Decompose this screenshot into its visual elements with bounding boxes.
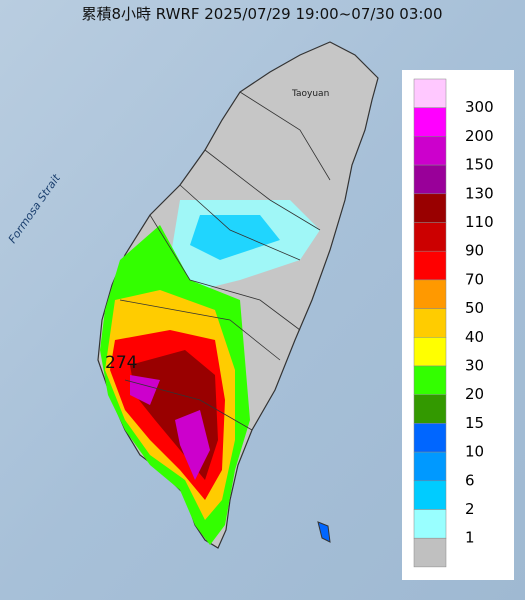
legend-label: 50 [465, 299, 484, 317]
legend-label: 110 [465, 213, 494, 231]
legend-swatch [413, 337, 447, 367]
legend-swatch [413, 78, 447, 108]
legend-label: 15 [465, 414, 484, 432]
legend-label: 6 [465, 471, 475, 489]
legend-swatch [413, 136, 447, 166]
legend-label: 130 [465, 184, 494, 202]
lanyu-island [317, 521, 331, 543]
legend-swatch [413, 164, 447, 195]
county-borders [119, 91, 331, 431]
legend-swatch [413, 308, 447, 338]
legend-swatch [413, 250, 447, 281]
legend-swatch [413, 107, 447, 137]
legend-label: 40 [465, 328, 484, 346]
legend-label: 30 [465, 357, 484, 375]
legend: 300 200 150 130 110 90 70 50 40 30 20 15 10 6 2 1 [402, 70, 514, 580]
legend-label: 20 [465, 385, 484, 403]
rain-area [130, 375, 210, 480]
legend-swatch [413, 451, 447, 482]
legend-label: 90 [465, 242, 484, 260]
legend-swatch [413, 423, 447, 453]
legend-swatch [413, 193, 447, 223]
city-label: Taoyuan [291, 89, 329, 99]
legend-swatch [413, 537, 447, 568]
legend-label: 2 [465, 500, 475, 518]
legend-swatch [413, 279, 447, 309]
legend-label: 1 [465, 529, 475, 547]
legend-label: 200 [465, 127, 494, 145]
legend-swatch [413, 394, 447, 424]
map-title: 累積8小時 RWRF 2025/07/29 19:00~07/30 03:00 [81, 5, 442, 23]
legend-label: 300 [465, 98, 494, 116]
rainfall-shading [100, 200, 320, 545]
legend-label: 150 [465, 156, 494, 174]
legend-swatch [413, 509, 447, 539]
legend-swatch [413, 480, 447, 510]
legend-label: 70 [465, 270, 484, 288]
legend-swatch [413, 365, 447, 395]
max-value-label: 274 [105, 353, 137, 373]
rain-area [190, 215, 280, 260]
legend-label: 10 [465, 443, 484, 461]
legend-swatch [413, 222, 447, 252]
